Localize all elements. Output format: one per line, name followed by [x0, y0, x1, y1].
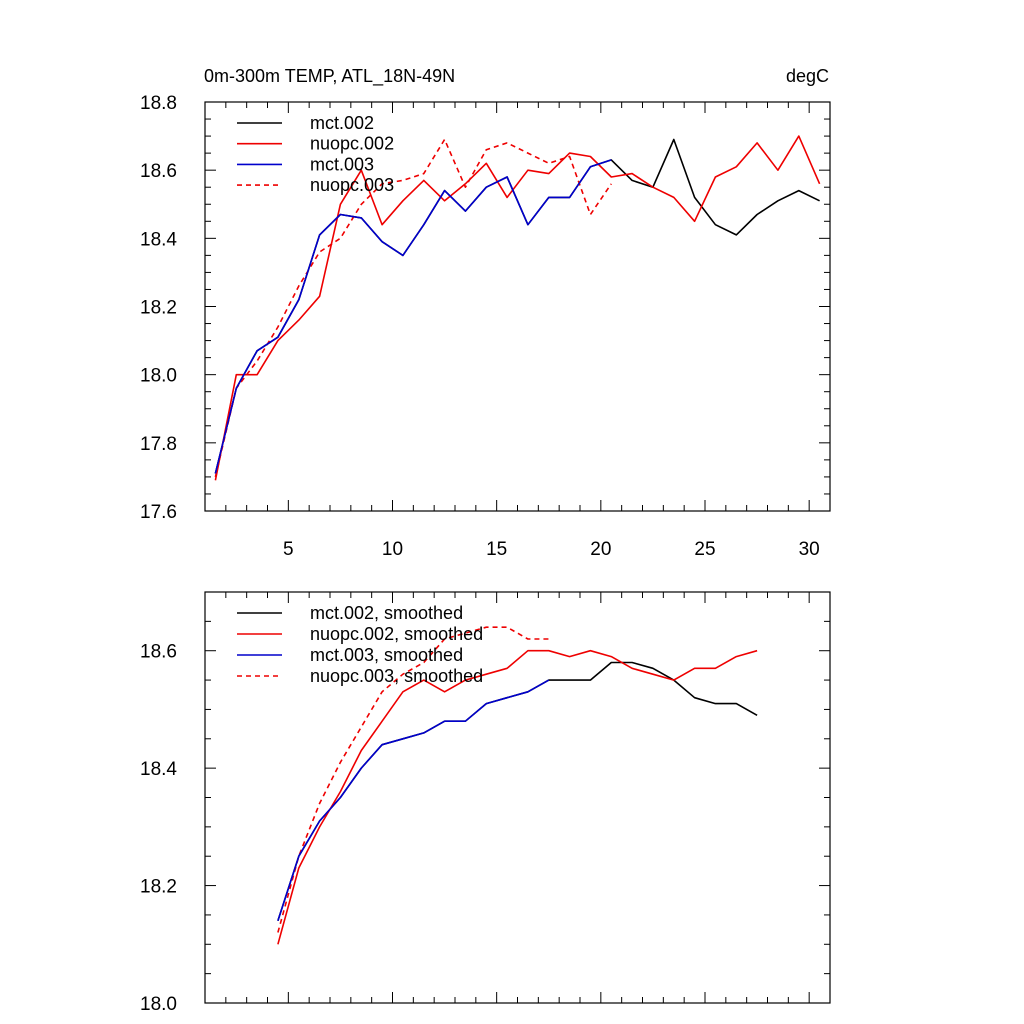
- top-x-tick-label: 5: [283, 539, 294, 560]
- top-panel-title: 0m-300m TEMP, ATL_18N-49N: [204, 66, 455, 87]
- top-y-tick-label: 17.6: [140, 502, 177, 523]
- top-y-tick-label: 18.4: [140, 229, 177, 250]
- top-x-tick-label: 30: [799, 539, 820, 560]
- bottom-plot-frame: [204, 591, 831, 1004]
- bottom-y-tick-label: 18.4: [140, 759, 177, 780]
- bottom-legend-label: mct.003, smoothed: [310, 645, 463, 665]
- bottom-y-tick-label: 18.0: [140, 994, 177, 1015]
- top-y-tick-label: 18.0: [140, 366, 177, 387]
- top-series-line-nuopc002: [214, 135, 821, 481]
- top-series-line-mct002: [214, 138, 820, 474]
- bottom-y-tick-label: 18.2: [140, 877, 177, 898]
- top-x-tick-label: 25: [694, 539, 715, 560]
- bottom-legend-label: nuopc.002, smoothed: [310, 624, 483, 644]
- top-legend-label: nuopc.002: [310, 134, 394, 154]
- top-x-tick-label: 10: [382, 539, 403, 560]
- top-y-tick-label: 18.6: [140, 161, 177, 182]
- top-y-tick-label: 17.8: [140, 434, 177, 455]
- top-x-tick-label: 15: [486, 539, 507, 560]
- top-y-tick-label: 18.2: [140, 298, 177, 319]
- bottom-legend-label: mct.002, smoothed: [310, 603, 463, 623]
- top-panel: 0m-300m TEMP, ATL_18N-49N degC 5 10 15 20 25…: [140, 66, 831, 560]
- bottom-y-tick-label: 18.6: [140, 642, 177, 663]
- top-legend-label: mct.003: [310, 154, 374, 174]
- bottom-legend-label: nuopc.003, smoothed: [310, 666, 483, 686]
- bottom-series-line-mct002: [277, 661, 758, 922]
- top-panel-units: degC: [786, 66, 829, 86]
- bottom-series-line-mct003: [277, 679, 550, 922]
- bottom-series-line-nuopc003: [277, 626, 549, 933]
- top-legend-label: nuopc.003: [310, 175, 394, 195]
- top-series-line-nuopc003: [214, 138, 612, 478]
- top-legend-label: mct.002: [310, 113, 374, 133]
- top-plot-frame: [204, 101, 831, 512]
- top-x-tick-label: 20: [590, 539, 611, 560]
- bottom-series-line-nuopc002: [277, 649, 758, 945]
- top-y-tick-label: 18.8: [140, 93, 177, 114]
- top-series-line-mct003: [214, 159, 612, 474]
